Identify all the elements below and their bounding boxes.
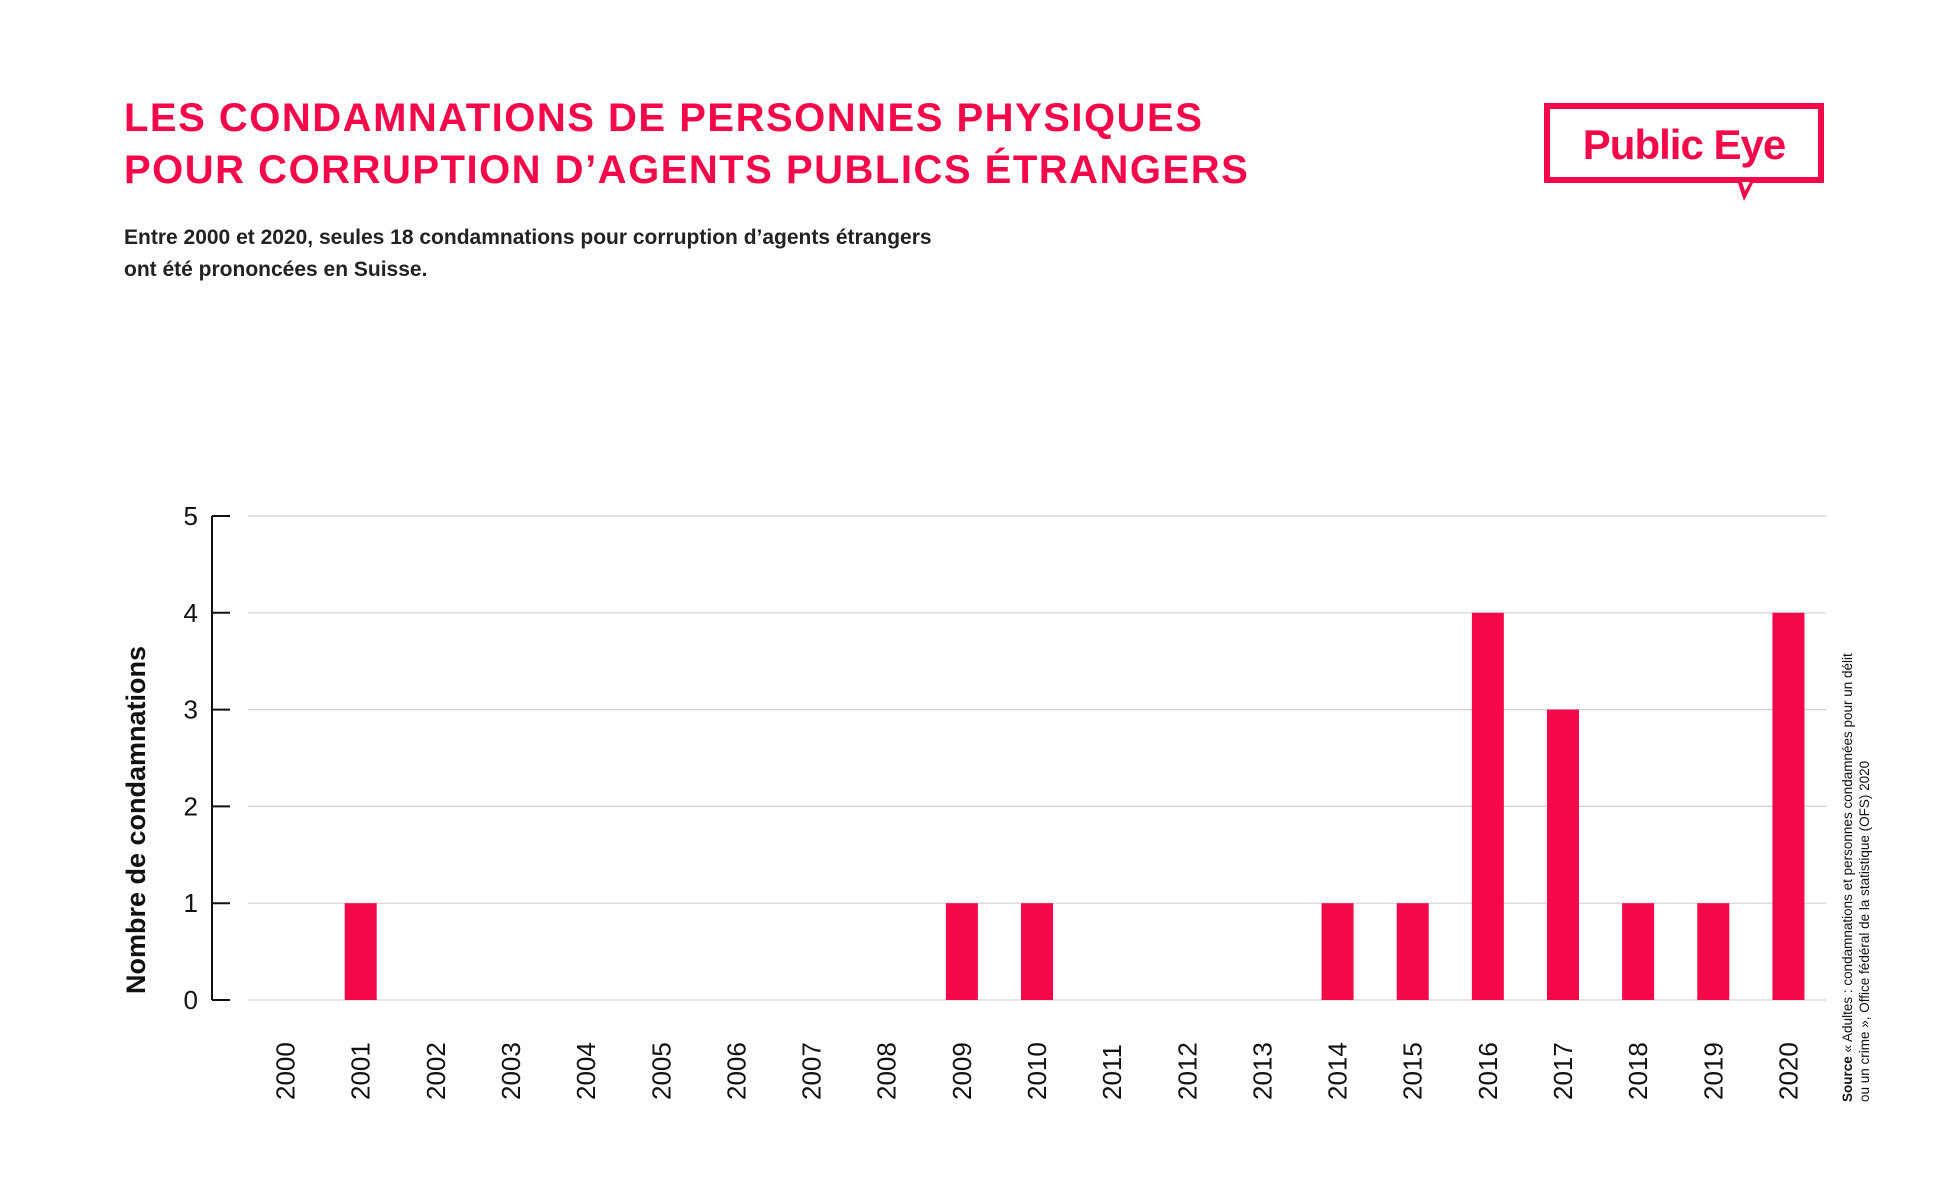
bar-2010 [1021, 903, 1053, 1000]
public-eye-logo: Public Eye [1544, 103, 1824, 201]
x-tick-label-2016: 2016 [1473, 1042, 1503, 1100]
source-note: Source « Adultes : condamnations et pers… [1840, 649, 1872, 1102]
x-tick-label-2018: 2018 [1623, 1042, 1653, 1100]
x-tick-label-2008: 2008 [872, 1042, 902, 1100]
subtitle-line-2: ont été prononcées en Suisse. [124, 258, 428, 281]
bar-2019 [1697, 903, 1730, 1000]
y-tick-label-1: 1 [184, 888, 198, 918]
x-tick-label-2005: 2005 [646, 1042, 676, 1100]
bar-2016 [1471, 612, 1504, 1000]
x-tick-label-2007: 2007 [797, 1042, 827, 1100]
y-tick-label-0: 0 [184, 985, 198, 1015]
x-tick-label-2003: 2003 [496, 1042, 526, 1100]
x-tick-label-2013: 2013 [1247, 1042, 1277, 1100]
bar-2014 [1321, 903, 1354, 1000]
title-line-1: LES CONDAMNATIONS DE PERSONNES PHYSIQUES [124, 96, 1204, 140]
x-tick-label-2019: 2019 [1698, 1042, 1728, 1100]
subtitle-line-1: Entre 2000 et 2020, seules 18 condamnati… [124, 226, 932, 249]
x-tick-label-2015: 2015 [1398, 1042, 1428, 1100]
bar-2020 [1772, 612, 1805, 1000]
bar-2017 [1547, 709, 1579, 1000]
x-tick-label-2017: 2017 [1548, 1042, 1578, 1100]
x-tick-label-2001: 2001 [346, 1042, 376, 1100]
x-tick-label-2014: 2014 [1323, 1042, 1353, 1100]
source-line-2: ou un crime », Office fédéral de la stat… [1857, 761, 1872, 1102]
x-tick-label-2010: 2010 [1022, 1042, 1052, 1100]
bars [344, 612, 1805, 1000]
x-tick-label-2006: 2006 [721, 1042, 751, 1100]
logo-text: Public Eye [1583, 121, 1785, 168]
x-tick-label-2000: 2000 [271, 1042, 301, 1100]
y-axis-title: Nombre de condamnations [121, 646, 151, 994]
x-axis-labels: 2000 2001 2002 2003 2004 2005 2006 2007 2008 2009… [271, 1042, 1804, 1100]
chart-title: LES CONDAMNATIONS DE PERSONNES PHYSIQUES… [124, 92, 1249, 196]
bar-2009 [945, 903, 978, 1000]
bar-2001 [344, 903, 377, 1000]
chart-subtitle: Entre 2000 et 2020, seules 18 condamnati… [124, 222, 932, 286]
x-tick-label-2002: 2002 [421, 1042, 451, 1100]
y-tick-label-2: 2 [184, 791, 198, 821]
bar-2018 [1622, 903, 1655, 1000]
source-label: Source [1840, 1056, 1855, 1102]
source-line-1: « Adultes : condamnations et personnes c… [1840, 653, 1855, 1056]
title-line-2: POUR CORRUPTION D’AGENTS PUBLICS ÉTRANGE… [124, 148, 1250, 192]
y-axis: 0 1 2 3 4 5 [184, 501, 230, 1015]
bar-2015 [1396, 903, 1429, 1000]
x-tick-label-2012: 2012 [1172, 1042, 1202, 1100]
x-tick-label-2009: 2009 [947, 1042, 977, 1100]
x-tick-label-2011: 2011 [1097, 1044, 1127, 1100]
x-tick-label-2020: 2020 [1773, 1042, 1803, 1100]
y-tick-label-3: 3 [184, 695, 198, 725]
x-tick-label-2004: 2004 [571, 1042, 601, 1100]
y-tick-label-4: 4 [184, 598, 198, 628]
y-tick-label-5: 5 [184, 501, 198, 531]
